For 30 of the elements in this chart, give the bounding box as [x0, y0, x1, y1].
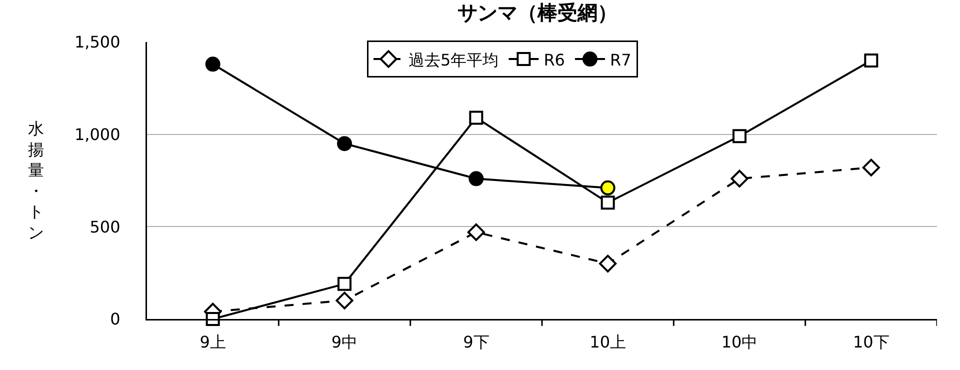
chart-title: サンマ（棒受網）: [458, 0, 618, 25]
point: [599, 254, 617, 272]
point: [469, 110, 484, 125]
y-tick-label: 1,000: [74, 124, 120, 144]
y-tick-label: 1,500: [74, 32, 120, 52]
y-tick-label: 0: [110, 310, 120, 329]
point: [336, 292, 354, 310]
point: [467, 223, 485, 242]
point: [600, 196, 615, 210]
point: [206, 312, 220, 326]
x-tick-label: 9上: [200, 332, 226, 352]
x-tick-label: 9中: [331, 332, 358, 352]
x-tick-label: 10上: [590, 332, 626, 352]
point: [730, 170, 748, 188]
legend-label: R7: [610, 50, 632, 70]
legend-label: R6: [544, 50, 565, 70]
x-tick-label: 9下: [463, 332, 490, 352]
y-axis-title: 水揚量・トン: [28, 119, 44, 242]
point: [468, 171, 484, 186]
point: [337, 136, 352, 152]
point: [205, 56, 220, 72]
point: [732, 129, 746, 144]
x-tick-label: 10下: [852, 332, 890, 352]
point: [600, 180, 616, 196]
point: [338, 276, 352, 291]
x-tick-label: 10中: [721, 332, 758, 352]
y-tick-label: 500: [90, 217, 120, 236]
point: [864, 53, 878, 68]
point: [862, 158, 880, 176]
legend-label: 過去5年平均: [408, 50, 499, 70]
